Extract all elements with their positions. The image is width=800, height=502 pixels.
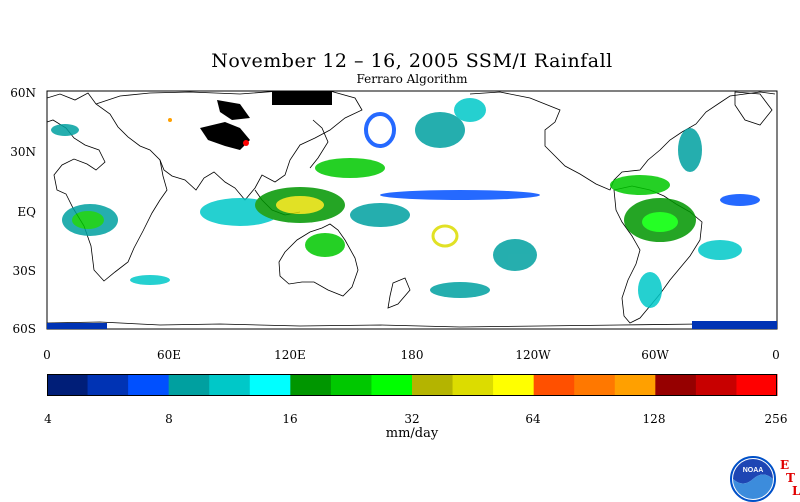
etl-letter-l: L [792,484,800,498]
colorbar-swatch [452,374,494,396]
colorbar-swatch [47,374,89,396]
colorbar-swatch [371,374,413,396]
noaa-logo-text: NOAA [743,467,764,474]
map-subtitle: Ferraro Algorithm [356,72,468,86]
lat-label-30s: 30S [12,264,37,278]
colorbar-swatch [614,374,656,396]
colorbar-swatch [168,374,210,396]
colorbar-tick-256: 256 [764,412,788,426]
etl-letter-e: E [780,458,790,472]
lat-label-60s: 60S [12,322,37,336]
lat-label-eq: EQ [17,205,36,219]
colorbar-swatch [655,374,697,396]
colorbar-swatch [412,374,454,396]
lat-label-30n: 30N [10,145,36,159]
colorbar-swatch [249,374,291,396]
colorbar-swatch [87,374,129,396]
colorbar-swatch [695,374,737,396]
lon-label-180: 180 [400,348,424,362]
colorbar-swatch [209,374,251,396]
map-title: November 12 – 16, 2005 SSM/I Rainfall [211,50,613,72]
rain-patches [47,91,777,329]
colorbar-swatch [533,374,575,396]
noaa-logo: NOAA [730,456,776,502]
lon-label-120e: 120E [274,348,306,362]
etl-letter-t: T [786,471,795,485]
colorbar-tick-4: 4 [44,412,52,426]
colorbar-swatch [736,374,778,396]
lon-label-120w: 120W [515,348,551,362]
colorbar [47,374,778,396]
colorbar-tick-32: 32 [404,412,420,426]
colorbar-swatch [574,374,616,396]
lon-label-60w: 60W [641,348,669,362]
colorbar-tick-64: 64 [525,412,541,426]
colorbar-swatch [493,374,535,396]
colorbar-unit: mm/day [385,426,439,441]
colorbar-swatch [290,374,332,396]
colorbar-swatch [128,374,170,396]
colorbar-tick-8: 8 [165,412,173,426]
lat-label-60n: 60N [10,86,36,100]
colorbar-tick-128: 128 [642,412,666,426]
lon-label-0: 0 [43,348,51,362]
colorbar-swatch [330,374,372,396]
lon-label-60e: 60E [156,348,182,362]
lon-label-0-end: 0 [772,348,780,362]
colorbar-border [47,374,777,396]
colorbar-tick-16: 16 [282,412,298,426]
